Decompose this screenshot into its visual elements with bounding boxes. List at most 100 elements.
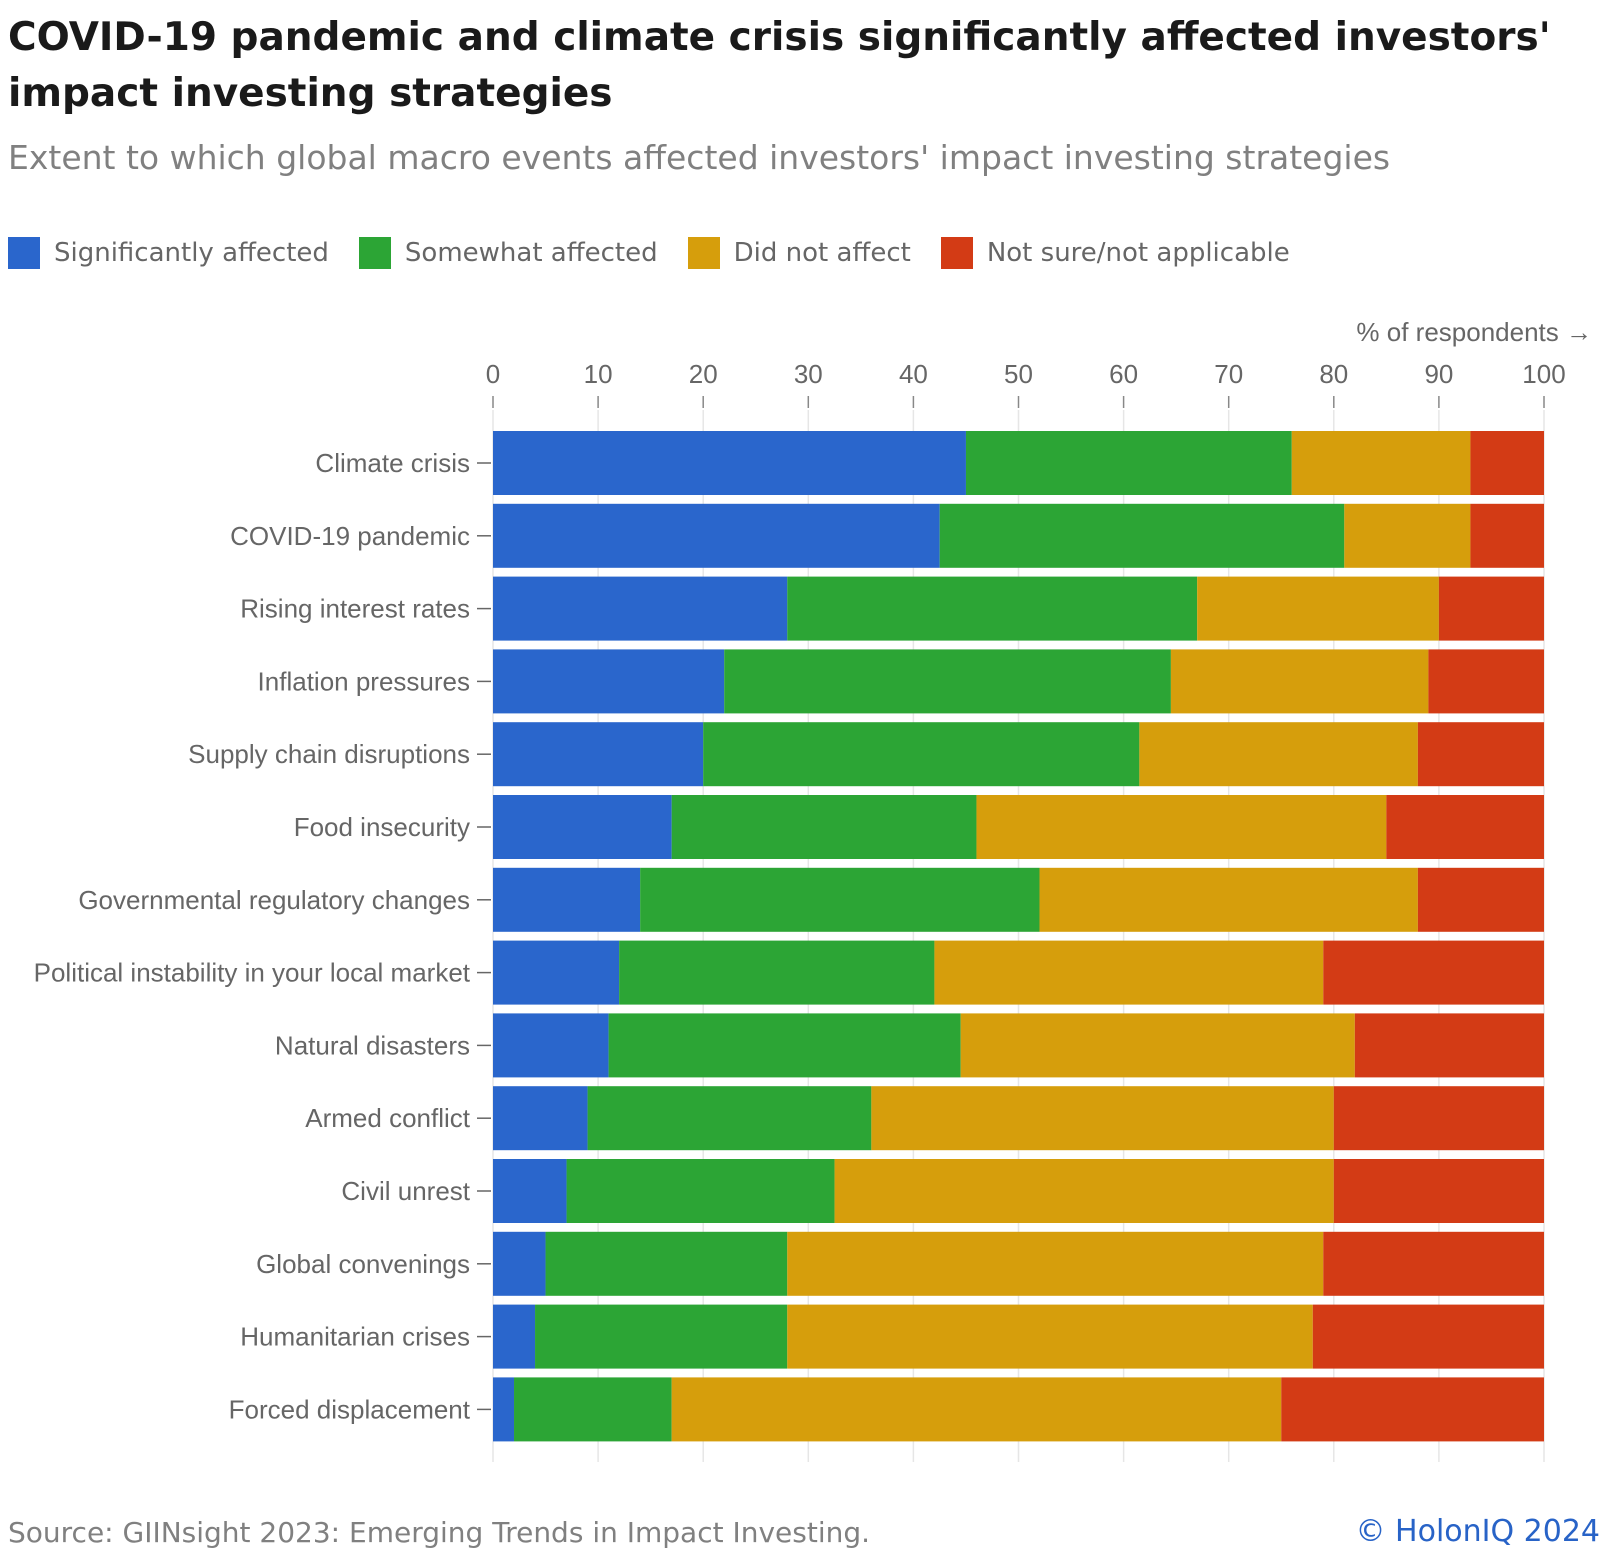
bar-segment[interactable]	[934, 940, 1324, 1005]
bar-segment[interactable]	[493, 503, 940, 568]
bar-segment[interactable]	[587, 1086, 872, 1151]
category-label: Global convenings	[256, 1249, 470, 1279]
bar-segment[interactable]	[1344, 503, 1471, 568]
x-tick-label: 70	[1214, 359, 1243, 389]
bar-segment[interactable]	[493, 867, 641, 932]
bar-segment[interactable]	[960, 1013, 1355, 1078]
legend: Significantly affected Somewhat affected…	[8, 236, 1320, 270]
bar-segment[interactable]	[1333, 1086, 1544, 1151]
legend-item-somewhat-affected[interactable]: Somewhat affected	[358, 237, 658, 269]
legend-item-did-not-affect[interactable]: Did not affect	[687, 237, 911, 269]
bar-segment[interactable]	[1470, 431, 1544, 495]
bar-segment[interactable]	[493, 1304, 536, 1369]
bar-segment[interactable]	[514, 1377, 672, 1442]
legend-swatch	[687, 237, 720, 269]
bar-segment[interactable]	[493, 940, 620, 1005]
x-tick-label: 20	[689, 359, 718, 389]
legend-swatch	[940, 237, 973, 269]
category-label: COVID-19 pandemic	[230, 521, 470, 551]
bar-segment[interactable]	[1291, 431, 1471, 495]
legend-item-significantly-affected[interactable]: Significantly affected	[8, 237, 329, 269]
bar-segment[interactable]	[493, 1086, 588, 1151]
bar-segment[interactable]	[1354, 1013, 1544, 1078]
bar-segment[interactable]	[787, 576, 1198, 641]
bar-segment[interactable]	[493, 1159, 567, 1223]
x-tick-label: 100	[1522, 359, 1565, 389]
legend-label: Did not affect	[733, 238, 911, 268]
bar-segment[interactable]	[1139, 722, 1418, 787]
bar-segment[interactable]	[545, 1231, 788, 1296]
bar-segment[interactable]	[493, 795, 672, 859]
bar-segment[interactable]	[493, 576, 788, 641]
bar-segment[interactable]	[1323, 1231, 1544, 1296]
x-axis-title: % of respondents →	[1356, 317, 1592, 347]
bar-segment[interactable]	[1417, 722, 1544, 787]
bar-segment[interactable]	[619, 940, 935, 1005]
category-label: Rising interest rates	[240, 594, 470, 624]
bar-segment[interactable]	[1333, 1159, 1544, 1223]
legend-label: Somewhat affected	[404, 238, 658, 268]
category-label: Political instability in your local mark…	[34, 958, 471, 988]
bar-segment[interactable]	[703, 722, 1140, 787]
bar-segment[interactable]	[493, 649, 725, 714]
x-tick-label: 10	[584, 359, 613, 389]
bar-segment[interactable]	[493, 431, 966, 495]
bar-segment[interactable]	[566, 1159, 835, 1223]
bar-segment[interactable]	[787, 1304, 1313, 1369]
category-label: Inflation pressures	[258, 666, 470, 696]
bar-segment[interactable]	[724, 649, 1171, 714]
bar-segment[interactable]	[1281, 1377, 1544, 1442]
bar-segment[interactable]	[493, 1377, 515, 1442]
x-tick-label: 40	[899, 359, 928, 389]
bar-segment[interactable]	[871, 1086, 1334, 1151]
source-note: Source: GIINsight 2023: Emerging Trends …	[8, 1516, 871, 1549]
bar-segment[interactable]	[939, 503, 1345, 568]
bar-segment[interactable]	[1197, 576, 1439, 641]
legend-swatch	[358, 237, 391, 269]
x-tick-label: 0	[486, 359, 500, 389]
bar-segment[interactable]	[1438, 576, 1544, 641]
bar-segment[interactable]	[834, 1159, 1334, 1223]
category-label: Governmental regulatory changes	[78, 885, 470, 915]
bar-segment[interactable]	[671, 1377, 1282, 1442]
bar-segment[interactable]	[1323, 940, 1544, 1005]
bar-segment[interactable]	[1039, 867, 1418, 932]
bar-segment[interactable]	[965, 431, 1292, 495]
bar-segment[interactable]	[976, 795, 1387, 859]
x-tick-label: 30	[794, 359, 823, 389]
bar-segment[interactable]	[671, 795, 977, 859]
x-tick-label: 90	[1424, 359, 1453, 389]
category-label: Humanitarian crises	[240, 1322, 470, 1352]
x-tick-label: 80	[1319, 359, 1348, 389]
chart-title: COVID-19 pandemic and climate crisis sig…	[8, 15, 1551, 116]
category-label: Civil unrest	[341, 1176, 470, 1206]
bar-segment[interactable]	[535, 1304, 788, 1369]
bar-segment[interactable]	[493, 1231, 546, 1296]
bar-segment[interactable]	[1386, 795, 1544, 859]
category-label: Armed conflict	[305, 1103, 470, 1133]
bar-segment[interactable]	[1428, 649, 1544, 714]
bar-segment[interactable]	[493, 722, 704, 787]
bar-segment[interactable]	[1470, 503, 1544, 568]
legend-swatch	[8, 237, 40, 269]
x-tick-label: 60	[1109, 359, 1138, 389]
category-label: Food insecurity	[294, 812, 470, 842]
category-label: Supply chain disruptions	[188, 739, 470, 769]
stacked-bar-chart: % of respondents → 0 10 20 30 40 50 60 70 80 90 100…	[34, 317, 1592, 1462]
bar-segment[interactable]	[1170, 649, 1429, 714]
category-label: Climate crisis	[315, 448, 470, 478]
legend-label: Not sure/not applicable	[986, 238, 1290, 268]
legend-item-not-sure[interactable]: Not sure/not applicable	[940, 237, 1290, 269]
legend-label: Significantly affected	[54, 238, 329, 268]
bar-segment[interactable]	[1312, 1304, 1544, 1369]
x-tick-label: 50	[1004, 359, 1033, 389]
bar-segment[interactable]	[1417, 867, 1544, 932]
copyright-credit: © HolonIQ 2024	[1355, 1514, 1600, 1549]
bar-segment[interactable]	[493, 1013, 609, 1078]
chart-subtitle: Extent to which global macro events affe…	[8, 138, 1391, 177]
bar-segment[interactable]	[640, 867, 1040, 932]
bar-segment[interactable]	[608, 1013, 961, 1078]
category-label: Forced displacement	[229, 1394, 471, 1424]
category-label: Natural disasters	[275, 1030, 470, 1060]
bar-segment[interactable]	[787, 1231, 1324, 1296]
